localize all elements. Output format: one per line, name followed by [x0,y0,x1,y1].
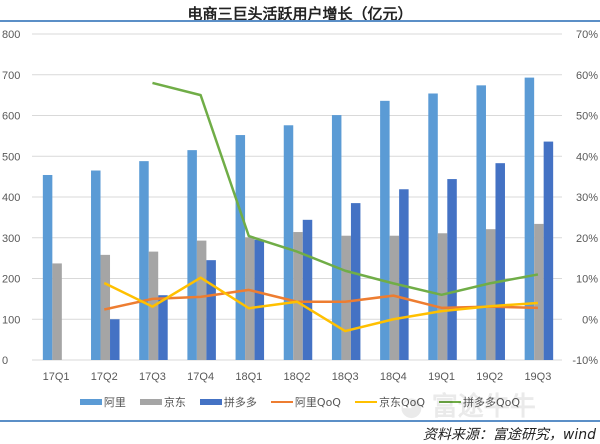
bar-京东 [100,254,111,360]
x-tick-label: 17Q4 [187,371,214,383]
y-tick-label: 700 [2,70,20,82]
bar-阿里 [380,100,390,360]
source-note: 资料来源：富途研究，wind [422,427,596,443]
y2-tick-label: -10% [572,355,598,367]
line-京东QoQ [103,276,538,333]
bar-京东 [534,223,544,360]
legend-swatch [354,401,377,403]
y-tick-label: 200 [2,274,20,286]
legend-item: 拼多多QoQ [439,394,520,410]
x-tick-label: 18Q1 [235,371,262,383]
bar-阿里 [428,93,438,361]
bar-阿里 [139,161,149,360]
watermark: ◕ 富途牛牛 [400,392,536,422]
x-tick-label: 17Q2 [91,371,118,383]
legend-label: 阿里QoQ [294,396,341,409]
y-tick-label: 500 [2,151,20,163]
legend-label: 拼多多 [223,396,257,409]
y-tick-label: 600 [2,111,20,123]
x-tick-label: 19Q3 [524,371,551,383]
bar-拼多多 [447,179,457,360]
x-tick-label: 18Q3 [332,371,359,383]
y-tick-label: 0 [2,355,8,367]
legend-swatch [270,401,293,403]
bar-阿里 [476,85,486,360]
y2-tick-label: 0% [582,314,598,326]
legend-swatch [139,399,162,405]
y2-tick-label: 30% [576,192,598,204]
legend-swatch [199,399,222,405]
x-tick-label: 17Q3 [139,371,166,383]
bar-京东 [196,240,207,360]
bar-京东 [389,235,400,360]
legend-item: 阿里QoQ [270,394,341,410]
bar-阿里 [283,125,294,360]
bar-阿里 [331,115,342,360]
bar-京东 [245,237,255,360]
title-divider [0,20,600,22]
legend-label: 阿里 [103,396,126,409]
x-tick-label: 18Q2 [284,371,311,383]
legend-item: 京东QoQ [354,394,426,410]
bar-拼多多 [206,260,216,360]
bar-拼多多 [350,203,361,360]
bar-拼多多 [110,319,120,360]
chart-title: 电商三巨头活跃用户增长（亿元） [187,5,413,23]
bar-阿里 [91,170,101,360]
x-tick-label: 17Q1 [43,371,70,383]
bar-京东 [437,233,448,360]
bar-京东 [485,229,496,360]
legend-label: 京东 [163,396,186,409]
legend-label: 拼多多QoQ [463,396,521,409]
y2-tick-label: 60% [576,70,598,82]
legend-label: 京东QoQ [378,396,426,409]
y-tick-label: 100 [2,314,20,326]
bar-京东 [293,232,303,360]
y2-tick-label: 70% [576,29,598,41]
bar-京东 [52,263,62,360]
legend-swatch [439,401,462,403]
y2-tick-label: 20% [576,233,598,245]
x-tick-label: 19Q1 [428,371,455,383]
bar-京东 [341,235,351,360]
bar-拼多多 [254,239,265,360]
line-拼多多QoQ [152,81,539,297]
legend: 阿里 京东 拼多多 阿里QoQ 京东QoQ 拼多多QoQ [0,394,600,410]
y-tick-label: 400 [2,192,20,204]
line-阿里QoQ [104,288,538,311]
y2-tick-label: 10% [576,274,598,286]
footer-divider [0,420,600,422]
bar-拼多多 [158,295,168,360]
legend-swatch [79,399,102,405]
bar-阿里 [524,77,535,360]
bar-拼多多 [399,189,409,360]
y2-tick-label: 50% [576,111,598,123]
legend-item: 阿里 [79,394,126,410]
y2-tick-label: 40% [576,151,598,163]
bar-拼多多 [543,141,554,360]
bar-阿里 [187,150,197,360]
bar-阿里 [42,174,53,360]
bar-阿里 [235,135,246,360]
bar-拼多多 [495,163,505,360]
y-tick-label: 300 [2,233,20,245]
y-tick-label: 800 [2,29,20,41]
x-tick-label: 19Q2 [476,371,503,383]
bar-拼多多 [302,219,313,360]
legend-item: 拼多多 [199,394,257,410]
legend-item: 京东 [139,394,186,410]
x-tick-label: 18Q4 [380,371,407,383]
